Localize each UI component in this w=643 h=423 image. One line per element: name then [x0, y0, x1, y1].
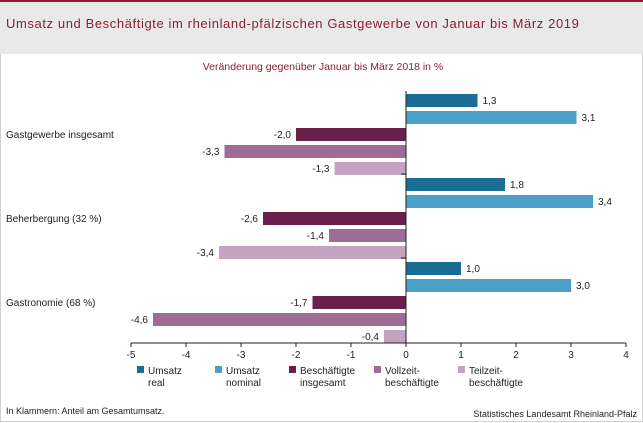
x-tick-label-2: -3	[237, 350, 246, 361]
legend-label-0-line2: real	[148, 378, 165, 389]
value-label-4-2: -0,4	[362, 332, 380, 343]
x-tick-label-9: 4	[623, 350, 629, 361]
bar-0-1	[406, 178, 505, 191]
legend-label-4-line2: beschäftigte	[469, 378, 523, 389]
value-label-0-2: 1,0	[466, 264, 480, 275]
value-label-1-1: 3,4	[598, 197, 612, 208]
legend-swatch-3	[374, 366, 381, 373]
chart-title: Umsatz und Beschäftigte im rheinland-pfä…	[6, 16, 580, 31]
value-label-0-1: 1,8	[510, 180, 524, 191]
bar-4-2	[384, 330, 406, 343]
x-tick-label-6: 1	[458, 350, 464, 361]
bar-4-0	[334, 162, 406, 175]
legend-label-1-line1: Umsatz	[226, 366, 260, 377]
x-tick-label-5: 0	[403, 350, 409, 361]
legend-label-0-line1: Umsatz	[148, 366, 182, 377]
value-label-1-2: 3,0	[576, 281, 590, 292]
bar-1-1	[406, 195, 593, 208]
value-label-2-1: -2,6	[241, 214, 259, 225]
value-label-3-0: -3,3	[202, 147, 220, 158]
top-accent-line	[0, 0, 643, 2]
bar-0-0	[406, 94, 478, 107]
legend-label-4-line1: Teilzeit-	[469, 366, 503, 377]
value-label-4-1: -3,4	[197, 248, 215, 259]
value-label-3-2: -4,6	[131, 315, 149, 326]
bar-4-1	[219, 246, 406, 259]
legend-label-3-line2: beschäftigte	[385, 378, 439, 389]
x-tick-label-7: 2	[513, 350, 519, 361]
bar-2-2	[312, 296, 406, 309]
value-label-2-2: -1,7	[290, 298, 308, 309]
legend-label-1-line2: nominal	[226, 378, 261, 389]
bar-1-2	[406, 279, 571, 292]
x-tick-label-8: 3	[568, 350, 574, 361]
legend-label-2-line2: insgesamt	[300, 378, 346, 389]
value-label-4-0: -1,3	[312, 164, 330, 175]
footnote: In Klammern: Anteil am Gesamtumsatz.	[6, 406, 165, 416]
x-tick-label-0: -5	[127, 350, 136, 361]
bar-3-0	[224, 145, 406, 158]
bar-1-0	[406, 111, 577, 124]
category-label-1: Beherbergung (32 %)	[6, 214, 102, 225]
legend-label-2-line1: Beschäftigte	[300, 366, 355, 377]
x-tick-label-4: -1	[347, 350, 356, 361]
value-label-1-0: 3,1	[582, 113, 596, 124]
source-note: Statistisches Landesamt Rheinland-Pfalz	[473, 409, 637, 419]
value-label-3-1: -1,4	[307, 231, 325, 242]
legend-swatch-1	[215, 366, 222, 373]
category-label-0: Gastgewerbe insgesamt	[6, 130, 114, 141]
legend-swatch-0	[137, 366, 144, 373]
x-tick-label-1: -4	[182, 350, 191, 361]
bar-2-1	[263, 212, 406, 225]
legend-swatch-2	[289, 366, 296, 373]
bar-0-2	[406, 262, 461, 275]
value-label-0-0: 1,3	[483, 96, 497, 107]
x-tick-label-3: -2	[292, 350, 301, 361]
category-label-2: Gastronomie (68 %)	[6, 298, 95, 309]
bar-2-0	[296, 128, 406, 141]
header-bar: Umsatz und Beschäftigte im rheinland-pfä…	[0, 2, 643, 54]
legend-swatch-4	[458, 366, 465, 373]
value-label-2-0: -2,0	[274, 130, 292, 141]
chart-subtitle: Veränderung gegenüber Januar bis März 20…	[203, 61, 444, 73]
bar-3-1	[329, 229, 406, 242]
legend-label-3-line1: Vollzeit-	[385, 366, 420, 377]
bar-3-2	[153, 313, 406, 326]
